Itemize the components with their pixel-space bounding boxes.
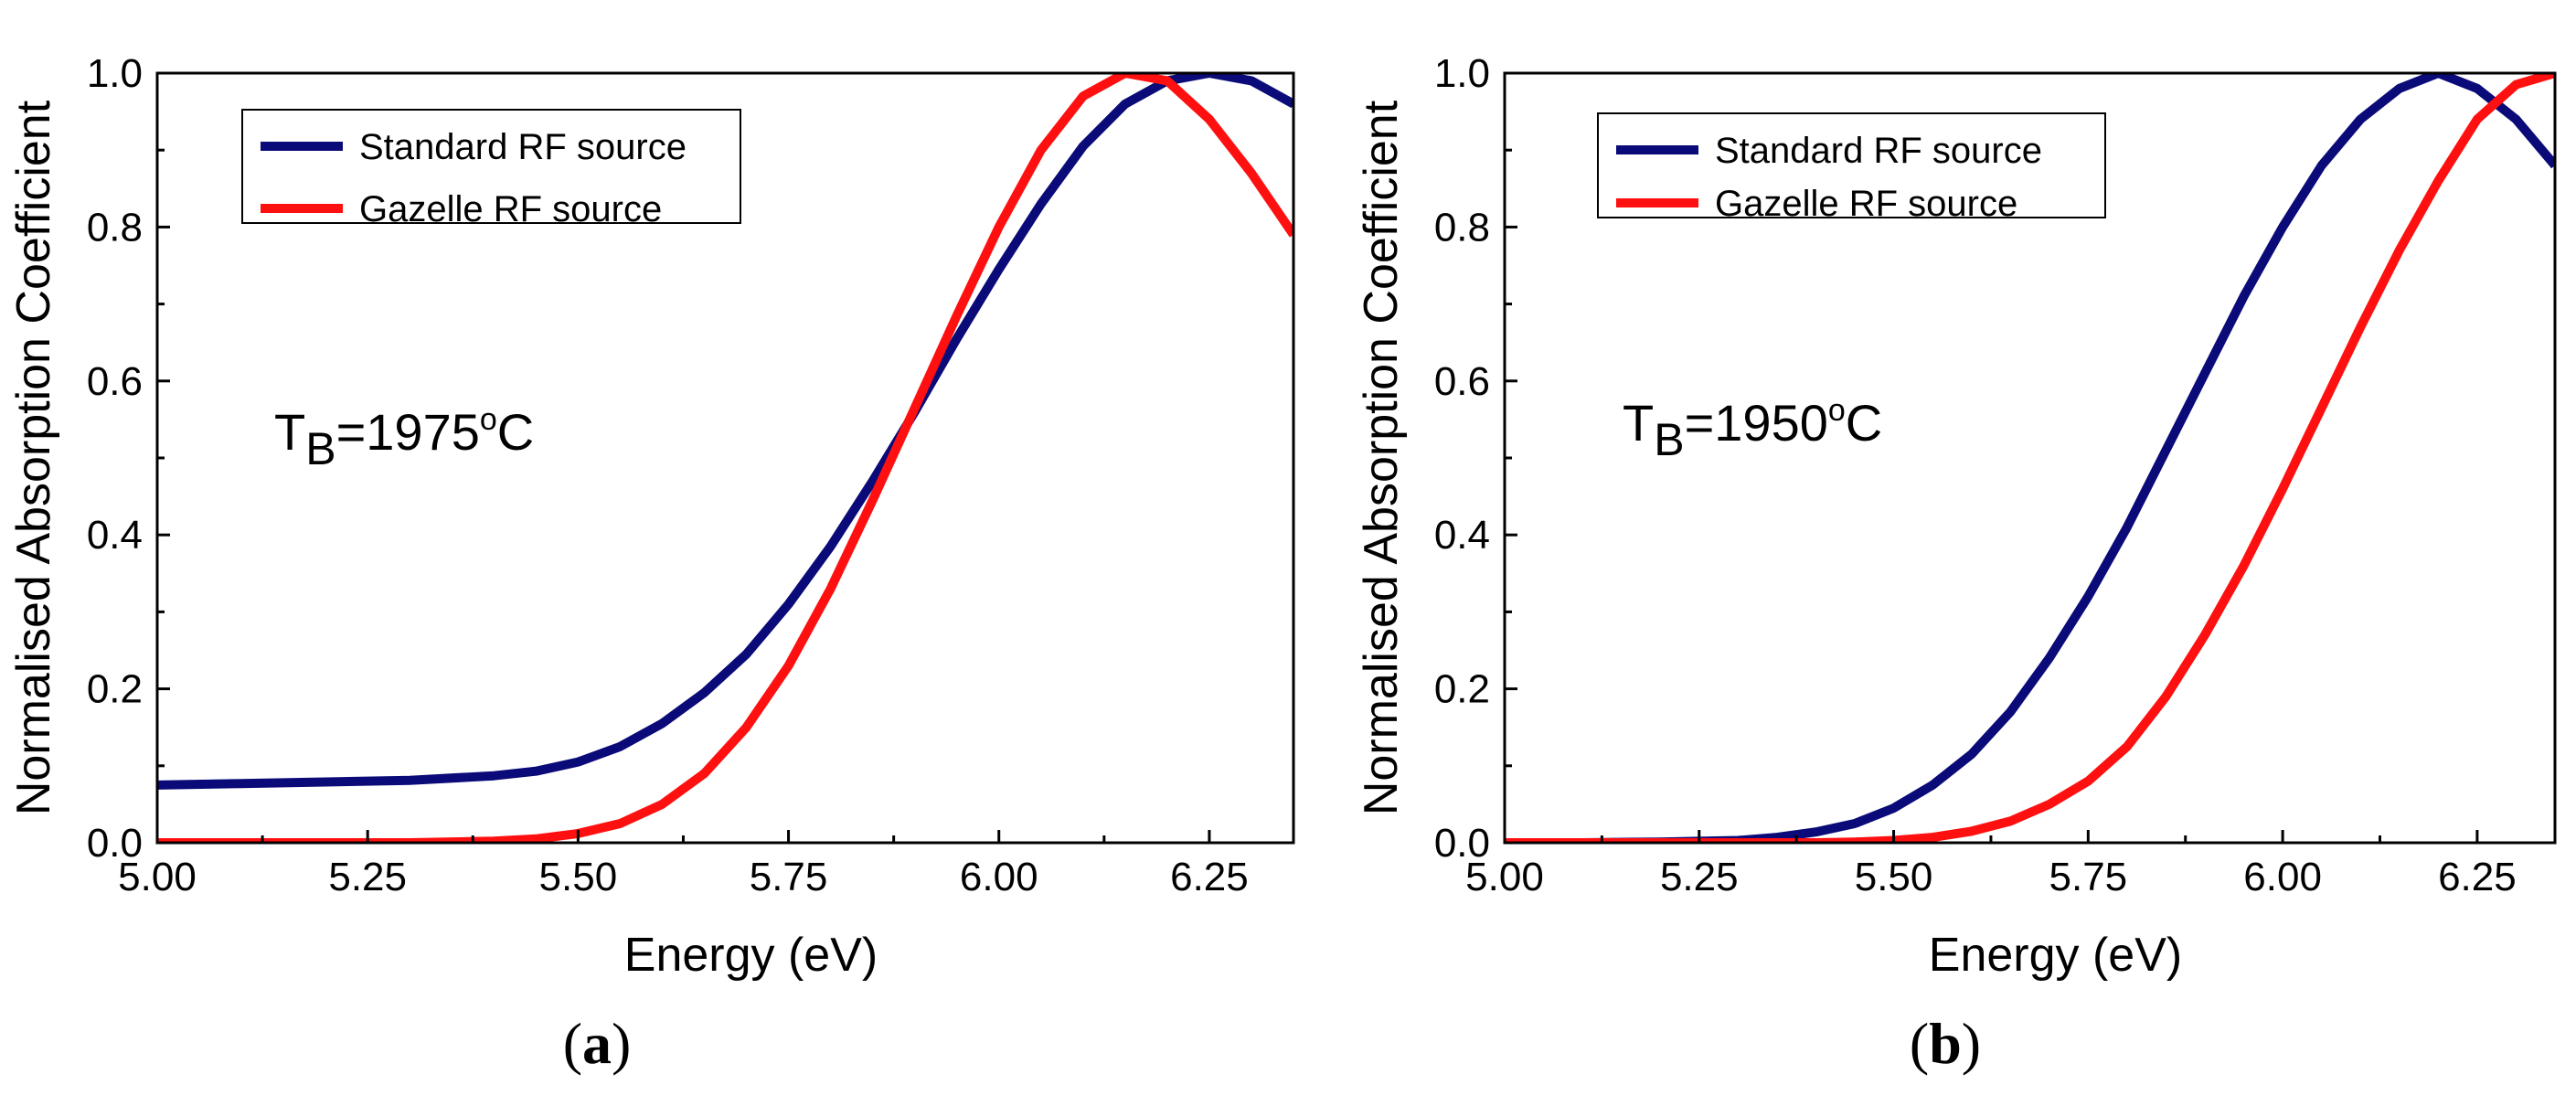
x-tick-label: 5.00 [1465, 855, 1544, 899]
temperature-annotation: TB=1950oC [1623, 393, 1882, 465]
y-tick-label: 0.0 [1434, 821, 1490, 866]
temperature-annotation: TB=1975oC [274, 402, 534, 474]
y-tick-label: 0.4 [1434, 513, 1490, 558]
x-tick-label: 5.75 [2049, 855, 2128, 899]
y-axis-title: Normalised Absorption Coefficient [7, 100, 60, 815]
y-tick-label: 1.0 [87, 51, 143, 96]
panel-label: (a) [563, 1011, 632, 1076]
legend-label-gazelle: Gazelle RF source [1715, 184, 2017, 224]
x-tick-label: 6.25 [1170, 855, 1249, 899]
series-line-standard [1505, 73, 2555, 843]
y-tick-label: 0.6 [1434, 359, 1490, 404]
legend-label-gazelle: Gazelle RF source [359, 189, 662, 229]
y-axis-title: Normalised Absorption Coefficient [1355, 100, 1408, 815]
y-tick-label: 1.0 [1434, 51, 1490, 96]
x-axis-title: Energy (eV) [1929, 929, 2182, 982]
x-tick-label: 5.25 [328, 855, 407, 899]
y-tick-label: 0.8 [87, 205, 143, 250]
x-tick-label: 5.25 [1660, 855, 1739, 899]
x-tick-label: 5.50 [1855, 855, 1933, 899]
y-tick-label: 0.8 [1434, 205, 1490, 250]
y-tick-label: 0.2 [1434, 667, 1490, 712]
chart-panel-b: 5.00 5.25 5.50 5.75 6.00 6.25 0.0 0.2 0.4 0.6 0.8 1… [1355, 51, 2557, 1076]
x-tick-label: 5.75 [750, 855, 828, 899]
y-tick-label: 0.6 [87, 359, 143, 404]
series-line-gazelle [1505, 73, 2555, 843]
x-tick-label: 5.50 [539, 855, 618, 899]
legend-label-standard: Standard RF source [1715, 131, 2042, 171]
y-tick-label: 0.4 [87, 513, 143, 558]
x-tick-label: 5.00 [118, 855, 197, 899]
x-tick-label: 6.00 [2243, 855, 2322, 899]
legend-label-standard: Standard RF source [359, 127, 687, 167]
y-tick-label: 0.0 [87, 821, 143, 866]
chart-panel-a: 5.00 5.25 5.50 5.75 6.00 6.25 0.0 0.2 0.4 0.6 0.8 1… [7, 51, 1295, 1076]
legend: Standard RF source Gazelle RF source [241, 109, 741, 229]
x-tick-label: 6.25 [2438, 855, 2517, 899]
legend: Standard RF source Gazelle RF source [1597, 112, 2106, 224]
y-tick-label: 0.2 [87, 667, 143, 712]
x-axis-title: Energy (eV) [624, 929, 878, 982]
x-tick-label: 6.00 [960, 855, 1038, 899]
series-line-standard [157, 73, 1293, 790]
panel-label: (b) [1910, 1011, 1981, 1076]
